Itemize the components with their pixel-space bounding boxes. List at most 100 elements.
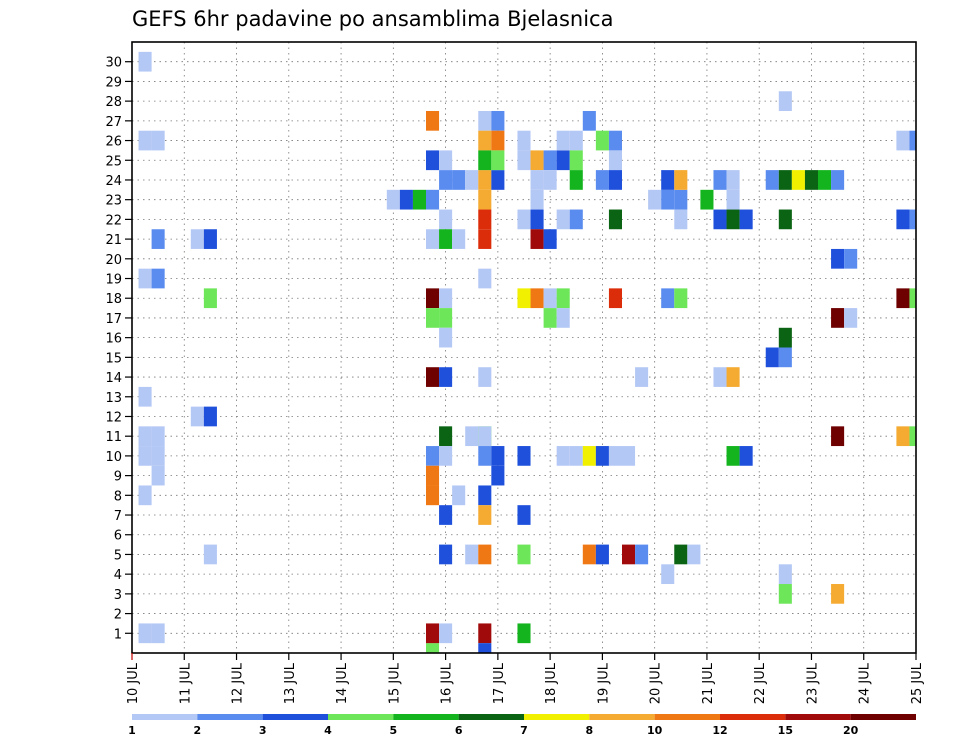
y-tick-label: 23 <box>105 194 122 209</box>
precipitation-cell <box>439 308 453 328</box>
precipitation-cell <box>412 189 426 210</box>
y-tick-label: 27 <box>105 115 122 130</box>
precipitation-cell <box>530 209 544 230</box>
y-tick-label: 25 <box>105 154 122 169</box>
precipitation-cell <box>556 209 570 230</box>
precipitation-cell <box>909 209 916 230</box>
precipitation-cell <box>478 209 492 230</box>
y-tick-label: 29 <box>105 75 122 90</box>
precipitation-cell <box>138 485 152 506</box>
precipitation-cell <box>896 288 910 309</box>
precipitation-cell <box>439 505 453 525</box>
precipitation-cell <box>203 288 217 309</box>
legend-swatch <box>524 714 590 720</box>
precipitation-cell <box>426 150 440 171</box>
precipitation-cell <box>569 446 583 466</box>
y-tick-label: 3 <box>114 588 122 603</box>
precipitation-cell <box>491 446 505 466</box>
precipitation-cell <box>203 406 217 427</box>
color-legend: 1 2 3 4 5 6 7 8 10 12 15 20 <box>128 714 916 737</box>
legend-swatch <box>328 714 394 720</box>
y-tick-label: 19 <box>105 273 122 288</box>
precipitation-cell <box>765 347 779 368</box>
precipitation-cell <box>491 130 505 151</box>
legend-label: 7 <box>520 724 528 737</box>
precipitation-cell <box>478 485 492 506</box>
precipitation-cell <box>491 110 505 131</box>
precipitation-cell <box>151 446 165 466</box>
precipitation-cell <box>478 110 492 131</box>
y-tick-label: 22 <box>105 213 122 228</box>
precipitation-cell <box>674 189 688 210</box>
y-tick-label: 16 <box>105 332 122 347</box>
x-tick-label: 15 JUL <box>387 662 402 704</box>
y-tick-label: 12 <box>105 410 122 425</box>
precipitation-cell <box>739 209 753 230</box>
precipitation-cell <box>778 91 792 111</box>
legend-swatch <box>589 714 655 720</box>
legend-swatch <box>262 714 328 720</box>
precipitation-cell <box>426 643 440 653</box>
precipitation-cell <box>151 229 165 249</box>
precipitation-cell <box>517 150 531 171</box>
precipitation-cell <box>478 268 492 289</box>
x-tick-label: 11 JUL <box>178 662 193 704</box>
precipitation-cell <box>569 170 583 190</box>
precipitation-cell <box>190 406 204 427</box>
legend-swatch <box>458 714 524 720</box>
precipitation-cell <box>582 544 596 565</box>
legend-label: 3 <box>259 724 267 737</box>
precipitation-cell <box>726 209 740 230</box>
precipitation-cell <box>595 170 609 190</box>
legend-swatch <box>785 714 851 720</box>
precipitation-cell <box>713 170 727 190</box>
x-tick-label: 22 JUL <box>753 662 768 704</box>
precipitation-cell <box>426 623 440 644</box>
x-tick-label: 10 JUL <box>126 662 141 704</box>
precipitation-cell <box>439 623 453 644</box>
y-tick-label: 18 <box>105 292 122 307</box>
precipitation-cell <box>726 446 740 466</box>
precipitation-cell <box>517 623 531 644</box>
precipitation-cell <box>726 189 740 210</box>
precipitation-cell <box>556 308 570 328</box>
y-tick-label: 17 <box>105 312 122 327</box>
y-tick-label: 5 <box>114 548 122 563</box>
precipitation-cell <box>138 130 152 151</box>
legend-label: 1 <box>128 724 136 737</box>
precipitation-cell <box>543 229 557 249</box>
precipitation-cell <box>543 288 557 309</box>
precipitation-cell <box>426 229 440 249</box>
legend-swatch <box>720 714 786 720</box>
x-tick-label: 18 JUL <box>544 662 559 704</box>
precipitation-cell <box>831 170 845 190</box>
precipitation-cell <box>426 485 440 506</box>
precipitation-cell <box>478 446 492 466</box>
precipitation-cell <box>635 544 649 565</box>
precipitation-cell <box>595 130 609 151</box>
precipitation-cell <box>151 623 165 644</box>
precipitation-cell <box>582 110 596 131</box>
precipitation-cell <box>478 130 492 151</box>
legend-swatch <box>197 714 263 720</box>
legend-label: 2 <box>194 724 202 737</box>
precipitation-cell <box>426 288 440 309</box>
precipitation-cell <box>556 288 570 309</box>
precipitation-cell <box>138 386 152 407</box>
plot-frame <box>131 41 917 654</box>
y-tick-label: 14 <box>105 371 122 386</box>
precipitation-cell <box>465 426 479 447</box>
precipitation-cell <box>478 623 492 644</box>
precipitation-cell <box>726 367 740 387</box>
legend-label: 6 <box>455 724 463 737</box>
precipitation-cell <box>151 130 165 151</box>
precipitation-cell <box>831 426 845 447</box>
y-tick-label: 10 <box>105 450 122 465</box>
precipitation-cell <box>478 229 492 249</box>
precipitation-cell <box>739 446 753 466</box>
precipitation-cell <box>478 505 492 525</box>
precipitation-cell <box>791 170 805 190</box>
legend-swatch <box>654 714 720 720</box>
legend-swatch <box>132 714 198 720</box>
